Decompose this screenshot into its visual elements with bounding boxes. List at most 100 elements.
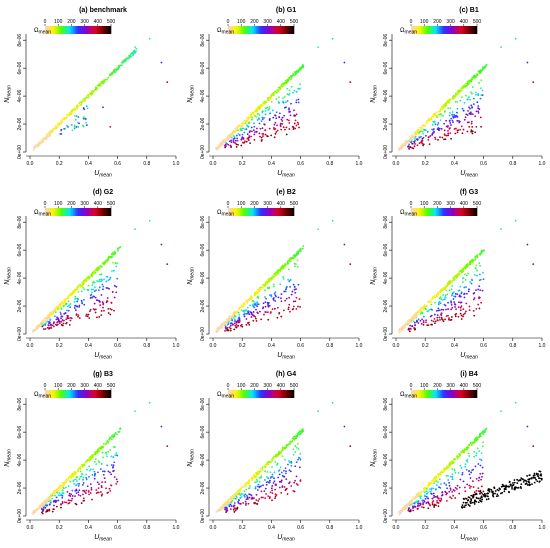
data-point xyxy=(71,495,74,497)
colorbar-segment xyxy=(424,208,427,216)
data-point xyxy=(480,301,483,304)
data-point xyxy=(263,490,266,492)
data-point xyxy=(459,312,462,315)
data-point xyxy=(254,131,256,133)
data-point xyxy=(259,127,262,130)
data-point xyxy=(442,106,445,109)
data-point xyxy=(451,460,454,462)
data-point xyxy=(429,300,432,302)
data-point xyxy=(268,481,271,484)
data-point xyxy=(90,487,93,489)
data-point xyxy=(288,93,291,95)
data-point xyxy=(413,327,416,330)
data-point xyxy=(263,103,266,105)
data-point xyxy=(402,327,405,330)
data-point xyxy=(241,133,244,136)
data-point xyxy=(414,140,416,142)
data-point xyxy=(109,471,111,474)
data-point xyxy=(94,472,97,475)
colorbar-segment xyxy=(251,26,254,34)
scatter-points xyxy=(215,37,352,151)
y-tick-label: 6e-06 xyxy=(383,426,389,439)
data-point xyxy=(111,71,114,74)
data-point xyxy=(301,247,304,250)
y-axis-label: Nmean xyxy=(4,267,13,285)
data-point xyxy=(413,137,416,140)
colorbar-segment xyxy=(417,26,420,34)
data-point xyxy=(288,482,290,485)
data-point xyxy=(255,478,258,481)
data-point xyxy=(272,126,275,129)
data-point xyxy=(239,129,242,131)
data-point xyxy=(134,46,137,49)
data-point xyxy=(71,497,74,500)
data-point xyxy=(86,94,89,97)
colorbar-segment xyxy=(465,208,468,216)
colorbar-segment xyxy=(249,390,252,398)
data-point xyxy=(69,316,72,319)
data-point xyxy=(110,455,113,458)
data-point xyxy=(468,288,470,291)
data-point xyxy=(45,319,48,321)
data-point xyxy=(77,314,80,316)
data-point xyxy=(48,135,51,138)
data-point xyxy=(230,134,233,137)
data-point xyxy=(265,281,267,284)
colorbar-segment xyxy=(475,208,478,216)
data-point xyxy=(474,115,477,118)
data-point xyxy=(258,498,261,500)
colorbar-segment xyxy=(254,26,257,34)
data-point xyxy=(298,430,301,433)
data-point xyxy=(453,295,456,298)
data-point xyxy=(232,315,235,317)
data-point xyxy=(51,510,54,513)
y-tick-label: 8e-06 xyxy=(17,216,23,229)
data-point xyxy=(226,509,229,512)
x-tick-label: 1.0 xyxy=(173,343,180,349)
data-point xyxy=(244,300,247,302)
data-point xyxy=(297,98,300,101)
data-point xyxy=(110,301,113,304)
chart-panel: (c) B1 0.0 0.2 0.4 0.6 0.8 1.0 0e+00 2e-06 4e-06 6… xyxy=(366,0,549,182)
data-point xyxy=(467,290,470,293)
data-point xyxy=(407,322,410,325)
data-point xyxy=(248,121,251,124)
data-point xyxy=(82,489,84,492)
data-point xyxy=(94,286,96,289)
data-point xyxy=(234,142,237,145)
data-point xyxy=(224,329,226,332)
data-point xyxy=(450,137,452,140)
data-point xyxy=(295,90,298,93)
data-point xyxy=(52,508,55,511)
x-axis-label: Umean xyxy=(277,352,295,361)
data-point xyxy=(267,279,270,282)
chart-panel: (b) G1 0.0 0.2 0.4 0.6 0.8 1.0 0e+00 2e-06 4e-06 6… xyxy=(183,0,366,182)
colorbar-segment xyxy=(74,208,77,216)
data-point xyxy=(258,122,261,125)
data-point xyxy=(69,480,72,483)
data-point xyxy=(91,281,94,284)
data-point xyxy=(436,314,439,317)
data-point xyxy=(447,132,450,135)
y-axis-label: Nmean xyxy=(370,449,379,467)
data-point xyxy=(234,139,237,142)
data-point xyxy=(295,461,298,464)
data-point xyxy=(82,497,85,500)
colorbar-segment xyxy=(467,208,470,216)
data-point xyxy=(229,318,232,321)
colorbar-segment xyxy=(94,26,97,34)
data-point xyxy=(465,113,468,116)
colorbar-segment xyxy=(231,208,234,216)
data-point xyxy=(443,122,446,125)
data-point xyxy=(68,324,71,326)
data-point xyxy=(407,141,410,144)
panel-svg: (f) G30.0 0.2 0.4 0.6 0.8 1.00e+002e-064e-066… xyxy=(370,189,546,361)
data-point xyxy=(281,116,284,119)
data-point xyxy=(485,427,488,430)
data-point xyxy=(240,487,242,490)
data-point xyxy=(421,130,424,133)
data-point xyxy=(244,493,247,496)
data-point xyxy=(232,505,235,508)
data-point xyxy=(243,140,246,143)
colorbar-segment xyxy=(249,208,252,216)
